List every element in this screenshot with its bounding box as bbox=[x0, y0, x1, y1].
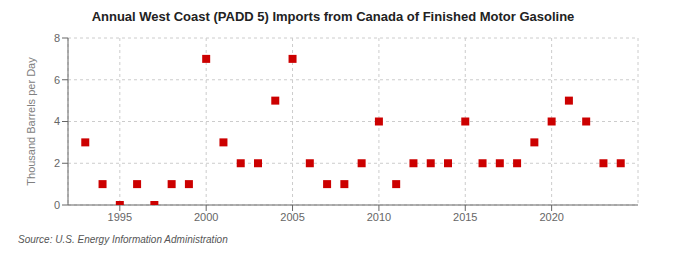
svg-text:8: 8 bbox=[54, 32, 60, 44]
html-text:Source: U.S. Energy Informatio: Source: U.S. Energy Information Administ… bbox=[18, 234, 228, 245]
svg-text:1995: 1995 bbox=[108, 211, 132, 223]
svg-text:6: 6 bbox=[54, 74, 60, 86]
svg-text:0: 0 bbox=[54, 199, 60, 211]
svg-text:2000: 2000 bbox=[194, 211, 218, 223]
svg-text:2020: 2020 bbox=[539, 211, 563, 223]
html-text:Annual West Coast (PADD 5) Imp: Annual West Coast (PADD 5) Imports from … bbox=[91, 9, 575, 24]
svg-text:Thousand Barrels per Day: Thousand Barrels per Day bbox=[25, 57, 37, 186]
svg-text:4: 4 bbox=[54, 115, 60, 127]
svg-text:2: 2 bbox=[54, 157, 60, 169]
svg-text:2005: 2005 bbox=[280, 211, 304, 223]
svg-text:2010: 2010 bbox=[367, 211, 391, 223]
svg-text:2015: 2015 bbox=[453, 211, 477, 223]
